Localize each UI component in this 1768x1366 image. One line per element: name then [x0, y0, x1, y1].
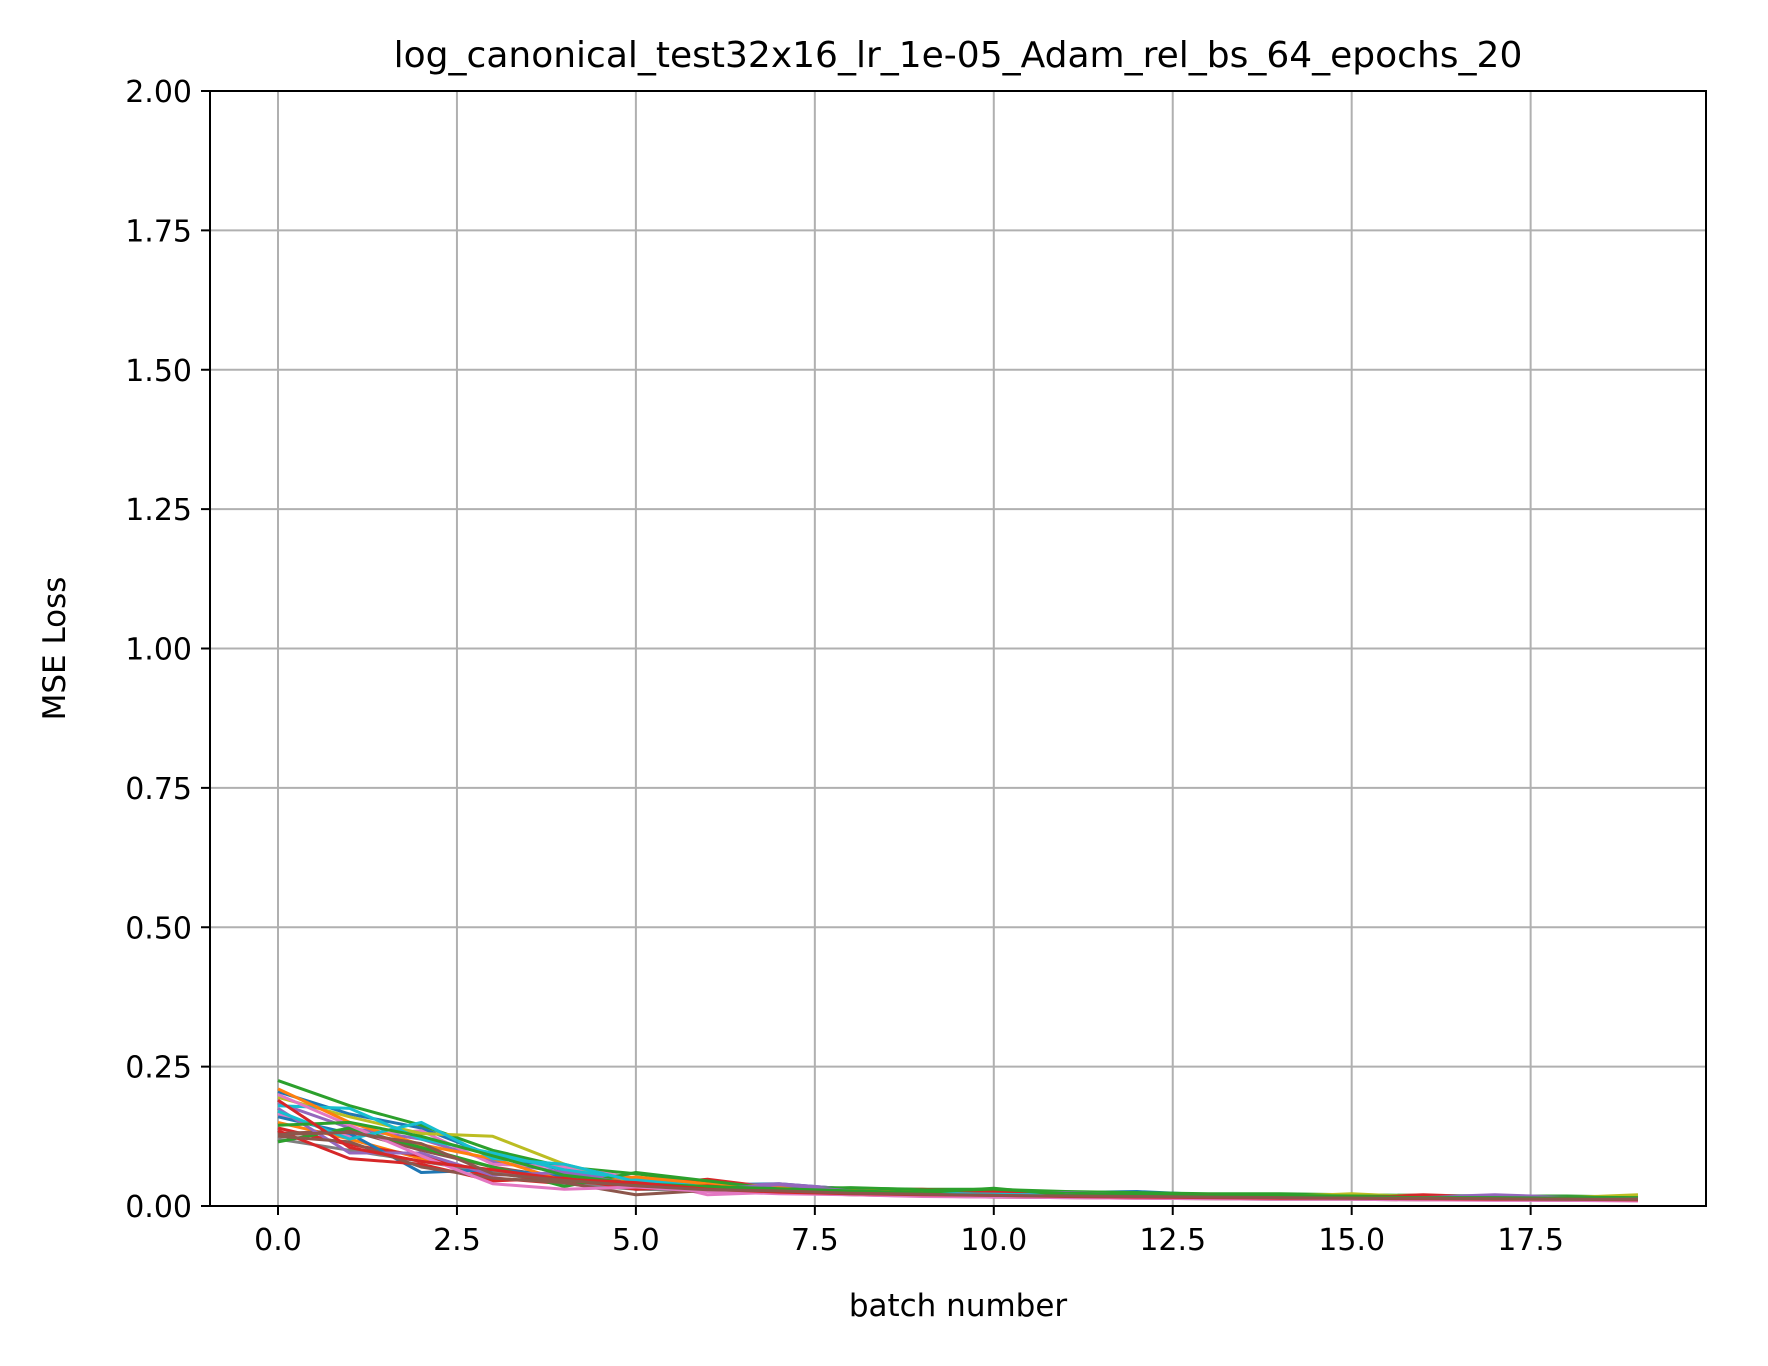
- x-tick-label: 2.5: [433, 1223, 481, 1258]
- x-tick-label: 12.5: [1139, 1223, 1206, 1258]
- y-tick-label: 0.00: [125, 1190, 192, 1225]
- axis-ticks: 0.0 2.5 5.0 7.5 10.0 12.5 15.0 17.5 0.00 0.25 0.50…: [125, 75, 1564, 1258]
- y-tick-label: 0.75: [125, 772, 192, 807]
- x-tick-label: 0.0: [254, 1223, 302, 1258]
- x-tick-label: 5.0: [612, 1223, 660, 1258]
- series-lines: [277, 1079, 1639, 1203]
- y-tick-label: 2.00: [125, 75, 192, 110]
- y-tick-label: 1.50: [125, 354, 192, 389]
- x-tick-label: 17.5: [1497, 1223, 1564, 1258]
- x-tick-label: 15.0: [1318, 1223, 1385, 1258]
- y-tick-label: 1.75: [125, 214, 192, 249]
- y-tick-label: 1.00: [125, 633, 192, 668]
- x-tick-label: 10.0: [960, 1223, 1027, 1258]
- x-axis-label: batch number: [849, 1288, 1068, 1324]
- y-tick-label: 0.50: [125, 911, 192, 946]
- x-tick-label: 7.5: [791, 1223, 839, 1258]
- y-axis-label: MSE Loss: [37, 577, 73, 721]
- series-line-21: [277, 1130, 1638, 1201]
- y-tick-label: 1.25: [125, 493, 192, 528]
- y-tick-label: 0.25: [125, 1051, 192, 1086]
- chart-title: log_canonical_test32x16_lr_1e-05_Adam_re…: [394, 35, 1523, 76]
